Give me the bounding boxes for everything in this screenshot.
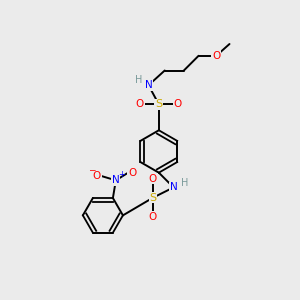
Text: O: O bbox=[174, 99, 182, 110]
Text: S: S bbox=[155, 99, 162, 110]
Text: S: S bbox=[149, 193, 157, 203]
Text: O: O bbox=[149, 174, 157, 184]
Text: N: N bbox=[112, 176, 120, 185]
Text: O: O bbox=[136, 99, 144, 110]
Text: O: O bbox=[93, 171, 101, 181]
Text: −: − bbox=[88, 165, 95, 174]
Text: H: H bbox=[181, 178, 188, 188]
Text: O: O bbox=[128, 168, 136, 178]
Text: N: N bbox=[145, 80, 152, 90]
Text: N: N bbox=[170, 182, 177, 192]
Text: O: O bbox=[212, 51, 220, 61]
Text: +: + bbox=[118, 170, 125, 179]
Text: O: O bbox=[149, 212, 157, 222]
Text: H: H bbox=[134, 75, 142, 85]
